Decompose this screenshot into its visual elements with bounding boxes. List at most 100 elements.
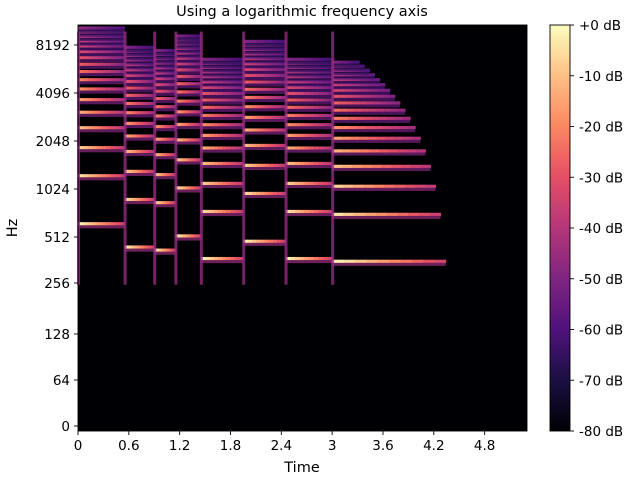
spectrogram-band [247, 87, 253, 91]
spectrogram-band [255, 191, 261, 196]
spectrogram-band [234, 133, 240, 138]
spectrogram-band [139, 45, 143, 49]
spectrogram-band [119, 174, 126, 178]
spectrogram-band [290, 123, 296, 127]
spectrogram-halo [285, 165, 333, 169]
spectrogram-band [171, 201, 174, 205]
spectrogram-band [209, 133, 215, 138]
spectrogram-band [171, 77, 174, 81]
spectrogram-band [105, 146, 112, 150]
spectrogram-halo [124, 52, 155, 56]
spectrogram-band [127, 63, 132, 67]
spectrogram-band [243, 128, 248, 132]
spectrogram-band [327, 91, 333, 96]
spectrogram-band [166, 71, 170, 75]
spectrogram-band [268, 143, 274, 148]
spectrogram-band [213, 105, 219, 109]
spectrogram-band [251, 73, 257, 78]
spectrogram-band [400, 164, 412, 168]
spectrogram-band [308, 161, 315, 166]
spectrogram-band [200, 85, 206, 90]
spectrogram-band [136, 79, 140, 84]
spectrogram-band [193, 34, 197, 38]
spectrogram-band [96, 50, 102, 54]
spectrogram-band [341, 78, 347, 82]
spectrogram-halo [124, 201, 155, 205]
spectrogram-band [277, 105, 282, 109]
spectrogram-band [264, 57, 270, 61]
spectrogram-band [281, 87, 287, 91]
colorbar-tick-label: -20 dB [579, 120, 623, 136]
spectrogram-band [87, 126, 93, 130]
spectrogram-halo [332, 215, 441, 219]
spectrogram-band [78, 146, 84, 150]
spectrogram-band [180, 122, 184, 127]
spectrogram-band [164, 105, 168, 109]
spectrogram-band [136, 121, 140, 126]
spectrogram-band [397, 212, 409, 216]
spectrogram-band [285, 123, 291, 127]
spectrogram-band [260, 191, 265, 196]
spectrogram-band [156, 96, 159, 101]
spectrogram-band [322, 57, 328, 61]
spectrogram-band [247, 39, 253, 44]
spectrogram-band [82, 62, 88, 66]
colorbar-tick-label: -60 dB [579, 323, 623, 339]
spectrogram-band [299, 209, 305, 214]
spectrogram-band [142, 45, 146, 49]
spectrogram-band [133, 121, 137, 126]
spectrogram-band [139, 86, 143, 90]
spectrogram-band [268, 191, 274, 196]
spectrogram-band [255, 95, 261, 100]
spectrogram-band [205, 91, 210, 96]
spectrogram-band [156, 125, 159, 129]
spectrogram-band [222, 57, 227, 61]
spectrogram-band [226, 256, 231, 261]
spectrogram-band [313, 98, 319, 102]
spectrogram-band [226, 209, 231, 214]
spectrogram-band [386, 116, 395, 120]
spectrogram-band [400, 259, 413, 263]
spectrogram-halo [124, 89, 155, 93]
colorbar-tick-label: -70 dB [579, 373, 623, 389]
spectrogram-band [341, 149, 352, 153]
spectrogram-band [183, 74, 187, 79]
colorbar: +0 dB -10 dB -20 dB -30 dB -40 dB -50 dB -60 d… [549, 18, 623, 440]
spectrogram-band [411, 259, 424, 263]
spectrogram-band [164, 173, 168, 177]
spectrogram-band [180, 74, 184, 79]
spectrogram-band [148, 149, 152, 154]
spectrogram-band [217, 133, 223, 138]
spectrogram-band [318, 98, 324, 102]
spectrogram-band [101, 44, 107, 48]
spectrogram-band [200, 75, 206, 79]
spectrogram-band [200, 146, 206, 150]
spectrogram-band [294, 98, 301, 102]
spectrogram-halo [200, 78, 244, 82]
spectrogram-band [213, 146, 219, 150]
spectrogram-band [299, 113, 305, 118]
spectrogram-band [78, 174, 84, 178]
spectrogram-band [130, 101, 134, 106]
spectrogram-band [334, 60, 339, 64]
spectrogram-band [198, 186, 202, 190]
spectrogram-band [255, 62, 261, 66]
spectrogram-band [294, 133, 301, 138]
spectrogram-halo [332, 111, 406, 115]
spectrogram-band [268, 115, 274, 119]
spectrogram-band [101, 26, 107, 30]
spectrogram-band [230, 91, 236, 96]
spectrogram-band [166, 96, 170, 101]
spectrogram-band [402, 116, 411, 120]
spectrogram-band [200, 256, 206, 261]
spectrogram-band [294, 57, 301, 61]
spectrogram-band [230, 85, 236, 90]
spectrogram-band [160, 77, 164, 81]
spectrogram-band [136, 134, 140, 138]
spectrogram-band [127, 149, 132, 154]
spectrogram-band [285, 80, 291, 84]
spectrogram-band [183, 110, 187, 114]
spectrogram-band [260, 87, 265, 91]
spectrogram-band [183, 234, 187, 238]
spectrogram-band [251, 163, 257, 167]
